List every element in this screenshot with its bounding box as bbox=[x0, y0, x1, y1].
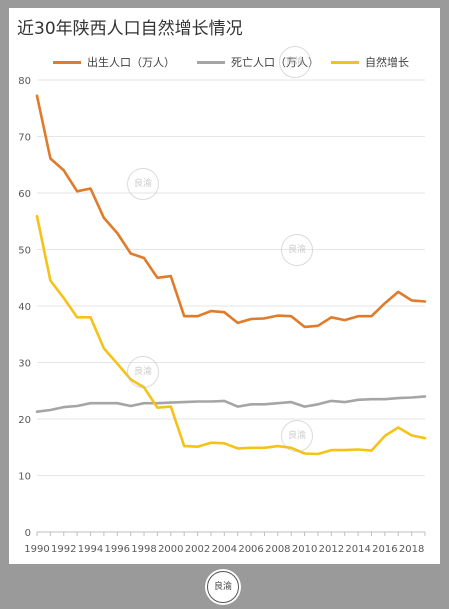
legend-item-natural-growth: 自然增长 bbox=[331, 52, 409, 72]
y-tick-label-60: 60 bbox=[18, 189, 31, 200]
watermark-stamp-2: 良渝 bbox=[127, 168, 159, 200]
series-line-natural-growth bbox=[35, 214, 427, 456]
x-tick-label-1996: 1996 bbox=[105, 544, 130, 555]
x-tick-label-2012: 2012 bbox=[319, 544, 344, 555]
y-tick-label-10: 10 bbox=[18, 472, 31, 483]
x-tick-label-1992: 1992 bbox=[51, 544, 76, 555]
footer-logo: 良渝 bbox=[205, 569, 241, 605]
watermark-stamp-1: 良渝 bbox=[279, 46, 311, 78]
y-tick-label-80: 80 bbox=[18, 76, 31, 87]
x-tick-label-2000: 2000 bbox=[158, 544, 183, 555]
y-tick-label-30: 30 bbox=[18, 359, 31, 370]
x-tick-label-2004: 2004 bbox=[212, 544, 237, 555]
y-tick-label-70: 70 bbox=[18, 133, 31, 144]
series-line-births bbox=[35, 94, 427, 329]
chart-title: 近30年陕西人口自然增长情况 bbox=[17, 19, 243, 39]
legend-item-births: 出生人口（万人） bbox=[53, 52, 175, 72]
watermark-stamp-5: 良渝 bbox=[281, 420, 313, 452]
legend-swatch-natural-growth bbox=[331, 60, 359, 64]
x-tick-label-2014: 2014 bbox=[345, 544, 370, 555]
y-tick-label-40: 40 bbox=[18, 302, 31, 313]
watermark-stamp-3: 良渝 bbox=[281, 234, 313, 266]
x-tick-label-1990: 1990 bbox=[24, 544, 49, 555]
watermark-stamp-4: 良渝 bbox=[127, 356, 159, 388]
y-tick-label-20: 20 bbox=[18, 415, 31, 426]
x-tick-label-2002: 2002 bbox=[185, 544, 210, 555]
x-tick-label-1998: 1998 bbox=[131, 544, 156, 555]
x-tick-label-1994: 1994 bbox=[78, 544, 103, 555]
x-tick-label-2006: 2006 bbox=[238, 544, 263, 555]
x-tick-label-2008: 2008 bbox=[265, 544, 290, 555]
x-tick-label-2018: 2018 bbox=[399, 544, 424, 555]
series-line-deaths bbox=[35, 395, 427, 414]
legend-label-births: 出生人口（万人） bbox=[87, 56, 175, 69]
footer-logo-seal: 良渝 bbox=[207, 571, 239, 603]
y-tick-label-0: 0 bbox=[25, 528, 31, 539]
x-tick-label-2010: 2010 bbox=[292, 544, 317, 555]
y-tick-label-50: 50 bbox=[18, 246, 31, 257]
legend-swatch-deaths bbox=[197, 60, 225, 64]
legend-swatch-births bbox=[53, 60, 81, 64]
legend-label-natural-growth: 自然增长 bbox=[365, 56, 409, 69]
x-tick-label-2016: 2016 bbox=[372, 544, 397, 555]
